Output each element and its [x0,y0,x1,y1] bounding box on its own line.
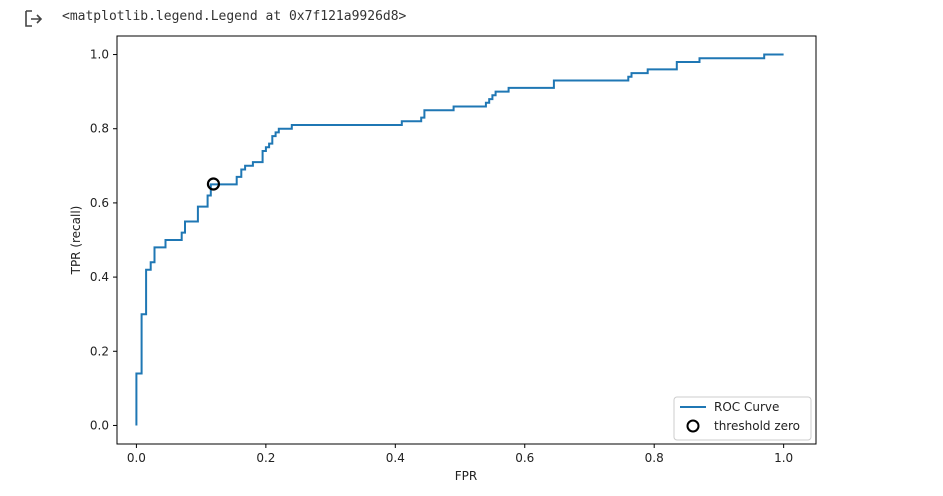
x-tick-label: 0.2 [256,451,275,465]
plot-area [117,36,816,444]
x-tick-label: 1.0 [774,451,793,465]
legend-roc-label: ROC Curve [714,400,779,414]
cell-output-row: <matplotlib.legend.Legend at 0x7f121a992… [0,0,943,40]
x-axis-ticks: 0.0 0.2 0.4 0.6 0.8 1.0 [127,444,793,465]
legend-threshold-swatch [686,419,700,433]
output-arrow-icon[interactable] [22,8,44,30]
legend: ROC Curve threshold zero [673,396,812,441]
output-text: <matplotlib.legend.Legend at 0x7f121a992… [62,9,407,24]
curve-layer [135,53,784,426]
y-tick-label: 0.4 [90,270,109,284]
plot-frame [116,35,817,445]
threshold-zero-marker [206,177,221,191]
y-tick-label: 1.0 [90,48,109,62]
legend-box [673,396,812,441]
y-tick-label: 0.2 [90,344,109,358]
x-axis-label: FPR [455,469,477,483]
roc-curve-line [135,53,784,426]
x-tick-label: 0.0 [127,451,146,465]
y-tick-label: 0.6 [90,196,109,210]
y-tick-label: 0.8 [90,122,109,136]
legend-threshold-label: threshold zero [714,419,800,433]
y-tick-label: 0.0 [90,418,109,432]
y-axis-ticks: 0.0 0.2 0.4 0.6 0.8 1.0 [90,48,117,432]
x-tick-label: 0.4 [386,451,405,465]
x-tick-label: 0.8 [645,451,664,465]
x-tick-label: 0.6 [515,451,534,465]
y-axis-label: TPR (recall) [69,206,83,276]
